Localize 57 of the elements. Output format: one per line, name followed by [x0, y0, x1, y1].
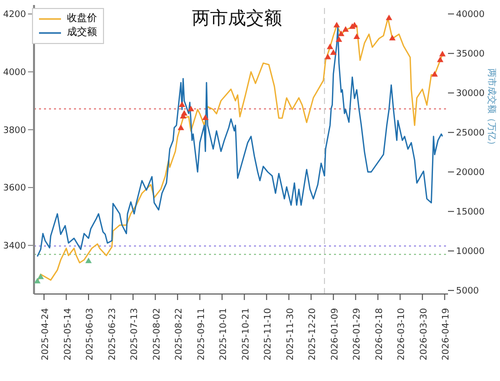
point — [202, 114, 209, 120]
point — [37, 274, 44, 280]
point — [436, 56, 444, 62]
point — [85, 258, 92, 264]
x-tick-label: 2025-07-13 — [130, 308, 140, 360]
y2-tick-label: 35000 — [456, 50, 485, 60]
point — [188, 106, 194, 112]
point — [439, 50, 446, 56]
x-tick-label: 2026-03-10 — [397, 308, 408, 360]
x-tick-label: 2026-02-18 — [374, 308, 385, 360]
point — [330, 49, 337, 55]
point — [178, 101, 186, 107]
x-tick-label: 2026-03-30 — [419, 308, 430, 360]
point — [342, 26, 349, 32]
x-tick-label: 2025-08-22 — [174, 308, 185, 360]
y-tick-label: 4200 — [3, 10, 26, 20]
point — [431, 70, 438, 77]
point — [386, 14, 392, 20]
y2-tick-label: 20000 — [456, 168, 485, 178]
point — [336, 36, 342, 42]
point — [324, 54, 332, 60]
y-tick-label: 3600 — [3, 184, 26, 194]
x-tick-label: 2026-01-09 — [330, 308, 340, 360]
y2-tick-label: 15000 — [456, 208, 485, 218]
point — [338, 30, 344, 36]
x-tick-label: 2025-04-24 — [41, 308, 52, 360]
point — [326, 44, 334, 50]
y2-tick-label: 40000 — [456, 10, 485, 20]
y2-tick-label: 5000 — [456, 286, 480, 297]
x-tick-label: 2025-06-23 — [108, 308, 118, 360]
y2-axis-title: 两市成交额（万亿） — [486, 68, 497, 150]
chart-title: 两市成交额 — [192, 8, 282, 29]
x-tick-label: 2025-09-11 — [196, 308, 207, 360]
point — [389, 34, 396, 40]
y2-tick-label: 25000 — [456, 128, 485, 139]
legend-label: 成交额 — [67, 26, 97, 40]
x-tick-label: 2025-12-20 — [308, 308, 318, 360]
point — [181, 110, 188, 116]
y-tick-label: 3800 — [3, 126, 26, 136]
point — [333, 22, 340, 28]
point — [354, 33, 360, 39]
x-tick-label: 2025-08-02 — [152, 308, 162, 360]
legend-label: 收盘价 — [67, 12, 97, 26]
point — [34, 278, 41, 284]
x-tick-label: 2026-01-29 — [352, 308, 363, 360]
x-tick-label: 2026-04-19 — [442, 308, 452, 360]
point — [178, 124, 184, 130]
y2-tick-label: 30000 — [456, 89, 485, 100]
y-tick-label: 4000 — [3, 68, 26, 78]
y2-tick-label: 10000 — [456, 247, 485, 258]
x-tick-label: 2025-06-03 — [86, 308, 96, 360]
x-tick-label: 2025-11-30 — [286, 308, 296, 360]
x-tick-label: 2025-10-21 — [241, 308, 252, 360]
x-tick-label: 2025-05-14 — [63, 308, 74, 360]
x-tick-label: 2025-10-01 — [219, 308, 230, 360]
x-tick-label: 2025-11-10 — [264, 308, 274, 360]
y-tick-label: 3400 — [3, 242, 26, 252]
